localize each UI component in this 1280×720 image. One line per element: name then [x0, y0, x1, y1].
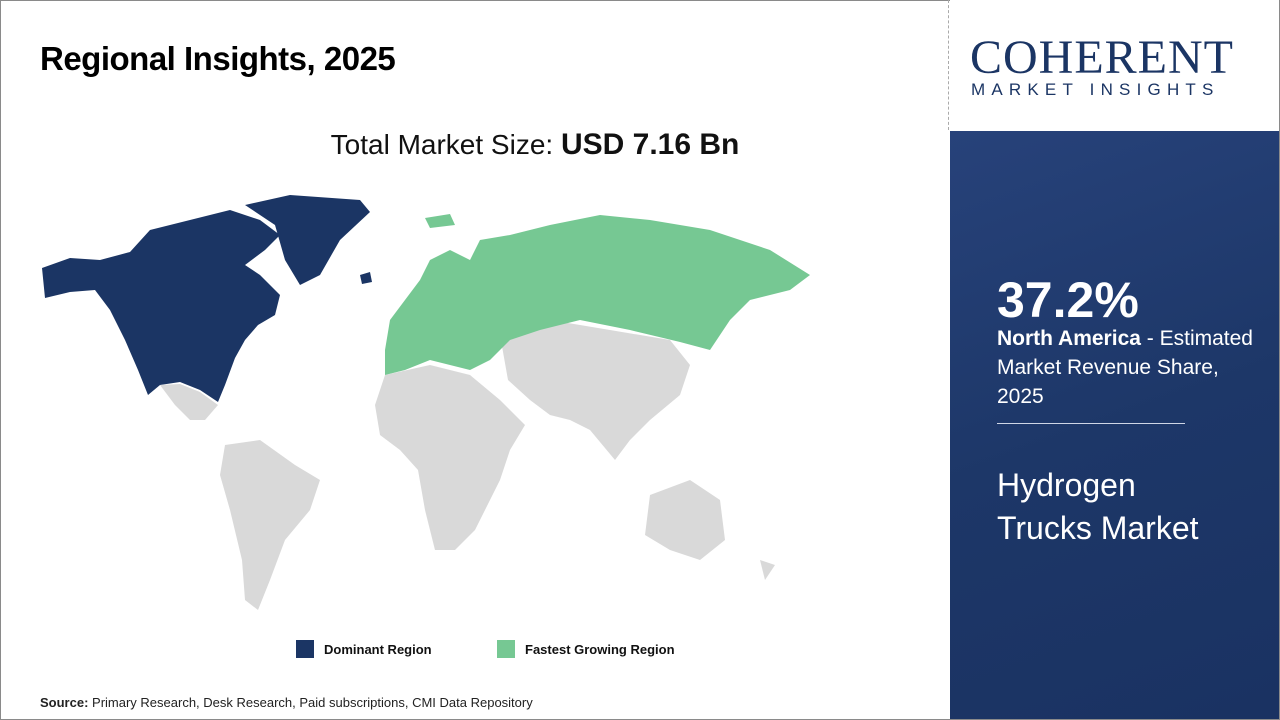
- panel-divider: [997, 423, 1185, 424]
- north-america-region: [42, 195, 372, 402]
- logo-main-text: COHERENT: [970, 31, 1234, 84]
- other-regions: [160, 320, 775, 610]
- europe-region: [385, 214, 810, 375]
- fastest-swatch: [497, 640, 515, 658]
- share-desc-text: - Estimated Market Revenue Share, 2025: [997, 327, 1253, 408]
- share-description: North America - Estimated Market Revenue…: [997, 324, 1267, 411]
- world-map: [42, 195, 810, 610]
- total-market-size: Total Market Size: USD 7.16 Bn: [0, 128, 1070, 162]
- page-title: Regional Insights, 2025: [40, 40, 396, 77]
- legend-fastest: Fastest Growing Region: [497, 640, 675, 658]
- insight-panel: 37.2% North America - Estimated Market R…: [950, 131, 1279, 719]
- source-label: Source:: [40, 695, 89, 710]
- dominant-swatch: [296, 640, 314, 658]
- legend-dominant: Dominant Region: [296, 640, 432, 658]
- divider: [948, 0, 949, 130]
- logo-sub-text: MARKET INSIGHTS: [971, 80, 1220, 99]
- source-text: Primary Research, Desk Research, Paid su…: [88, 695, 533, 710]
- total-value: USD 7.16 Bn: [560, 128, 740, 161]
- market-name: Hydrogen Trucks Market: [997, 467, 1199, 546]
- company-logo: COHERENT MARKET INSIGHTS: [950, 0, 1279, 131]
- source-note: Source: Primary Research, Desk Research,…: [40, 695, 533, 710]
- share-percent: 37.2%: [997, 272, 1139, 328]
- legend-fastest-label: Fastest Growing Region: [525, 641, 675, 657]
- legend-dominant-label: Dominant Region: [324, 641, 432, 657]
- region-name: North America: [997, 327, 1141, 350]
- total-label: Total Market Size:: [330, 129, 561, 160]
